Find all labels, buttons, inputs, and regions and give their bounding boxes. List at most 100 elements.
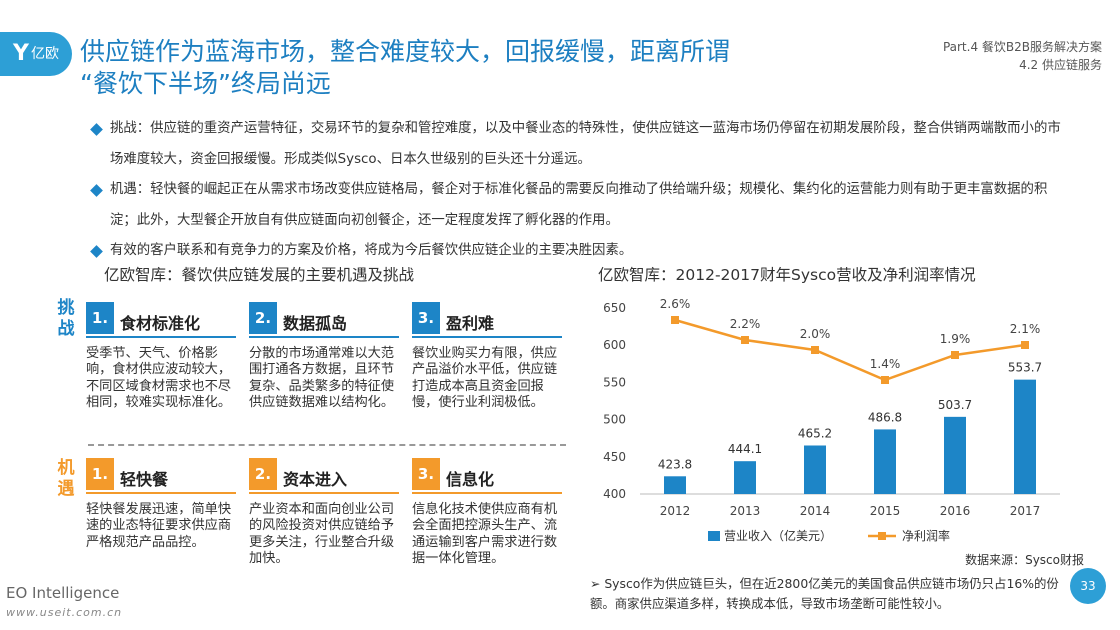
part-label: Part.4 餐饮B2B服务解决方案: [942, 40, 1102, 54]
bar-value-label: 465.2: [798, 426, 832, 440]
opportunity-label: 机遇: [57, 458, 75, 499]
bar-value-label: 486.8: [868, 410, 902, 424]
legend-swatch-bar: [708, 531, 720, 541]
bullet-text: 机遇：轻快餐的崛起正在从需求市场改变供应链格局，餐企对于标准化餐品的需要反向推动…: [110, 182, 1048, 228]
card-underline: [249, 492, 399, 494]
card-underline: [249, 336, 399, 338]
y-tick-label: 600: [603, 338, 626, 352]
logo-text: 亿欧: [30, 46, 59, 62]
margin-value-label: 2.0%: [800, 327, 831, 341]
card-body: 产业资本和面向创业公司的风险投资对供应链给予更多关注，行业整合升级加快。: [249, 502, 395, 567]
bar-value-label: 553.7: [1008, 361, 1042, 375]
bullet-item: 挑战：供应链的重资产运营特征，交易环节的复杂和管控难度，以及中餐业态的特殊性，使…: [90, 114, 1062, 175]
bar: [1014, 379, 1036, 494]
bar-value-label: 503.7: [938, 398, 972, 412]
opportunity-card: 1. 轻快餐 轻快餐发展迅速，简单快速的业态特征要求供应商严格规范产品品控。: [86, 458, 236, 551]
x-tick-label: 2017: [1010, 504, 1041, 518]
card-body: 餐饮业购买力有限，供应产品溢价水平低，供应链打造成本高且资金回报慢，使行业利润极…: [412, 346, 558, 411]
page-title-line1: 供应链作为蓝海市场，整合难度较大，回报缓慢，距离所谓: [80, 37, 731, 66]
margin-point: [1021, 341, 1029, 349]
challenge-card: 2. 数据孤岛 分散的市场通常难以大范围打通各方数据，且环节复杂、品类繁多的特征…: [249, 302, 399, 412]
card-number: 1.: [86, 458, 114, 490]
bullet-text: 挑战：供应链的重资产运营特征，交易环节的复杂和管控难度，以及中餐业态的特殊性，使…: [110, 121, 1061, 167]
bar: [734, 461, 756, 494]
challenge-label: 挑战: [57, 298, 75, 339]
footer-brand: EO Intelligence: [6, 584, 120, 602]
card-underline: [86, 492, 236, 494]
card-title: 资本进入: [283, 470, 348, 489]
section-divider: [88, 444, 566, 446]
margin-point: [881, 376, 889, 384]
y-tick-label: 550: [603, 375, 626, 389]
y-tick-label: 650: [603, 301, 626, 315]
card-number: 3.: [412, 458, 440, 490]
left-section-title: 亿欧智库：餐饮供应链发展的主要机遇及挑战: [104, 266, 415, 284]
bar: [804, 445, 826, 494]
y-tick-label: 450: [603, 450, 626, 464]
card-body: 分散的市场通常难以大范围打通各方数据，且环节复杂、品类繁多的特征使供应链数据难以…: [249, 346, 395, 411]
page-title-line2: “餐饮下半场”终局尚远: [80, 69, 331, 98]
challenge-card: 3. 盈利难 餐饮业购买力有限，供应产品溢价水平低，供应链打造成本高且资金回报慢…: [412, 302, 562, 412]
opportunity-card: 2. 资本进入 产业资本和面向创业公司的风险投资对供应链给予更多关注，行业整合升…: [249, 458, 399, 568]
card-body: 轻快餐发展迅速，简单快速的业态特征要求供应商严格规范产品品控。: [86, 502, 232, 550]
margin-value-label: 2.6%: [660, 297, 691, 311]
bullet-text: 有效的客户联系和有竞争力的方案及价格，将成为今后餐饮供应链企业的主要决胜因素。: [110, 243, 633, 258]
revenue-margin-chart: 650 600 550 500 450 400 423.8 444.1 465.2 486.8 50…: [603, 297, 1060, 543]
margin-value-label: 1.9%: [940, 332, 971, 346]
margin-point: [741, 336, 749, 344]
bullet-item: 机遇：轻快餐的崛起正在从需求市场改变供应链格局，餐企对于标准化餐品的需要反向推动…: [90, 175, 1062, 236]
page-title: 供应链作为蓝海市场，整合难度较大，回报缓慢，距离所谓 “餐饮下半场”终局尚远: [80, 36, 840, 100]
logo: Y 亿欧: [0, 32, 72, 76]
bar: [664, 476, 686, 494]
opportunity-card: 3. 信息化 信息化技术使供应商有机会全面把控源头生产、流通运输到客户需求进行数…: [412, 458, 562, 568]
chart-note: ➢ Sysco作为供应链巨头，但在近2800亿美元的美国食品供应链市场仍只占16…: [590, 576, 1059, 611]
bar-value-label: 444.1: [728, 442, 762, 456]
margin-point: [811, 346, 819, 354]
page-number: 33: [1070, 568, 1106, 604]
card-title: 食材标准化: [120, 314, 201, 333]
card-number: 3.: [412, 302, 440, 334]
diamond-bullet-icon: [90, 123, 103, 136]
card-title: 信息化: [446, 470, 495, 489]
chart-title: 亿欧智库：2012-2017财年Sysco营收及净利润率情况: [598, 266, 976, 284]
bar-value-label: 423.8: [658, 457, 692, 471]
card-title: 盈利难: [446, 314, 495, 333]
legend-label: 净利润率: [902, 528, 950, 543]
diamond-bullet-icon: [90, 184, 103, 197]
footer-url: www.useit.com.cn: [6, 606, 123, 619]
data-source: 数据来源：Sysco财报: [965, 553, 1084, 567]
margin-value-label: 2.2%: [730, 317, 761, 331]
card-title: 轻快餐: [120, 470, 169, 489]
card-underline: [86, 336, 236, 338]
challenge-card: 1. 食材标准化 受季节、天气、价格影响，食材供应波动较大，不同区域食材需求也不…: [86, 302, 236, 412]
margin-value-label: 1.4%: [870, 357, 901, 371]
legend-label: 营业收入（亿美元）: [724, 528, 832, 543]
x-tick-label: 2016: [940, 504, 971, 518]
card-number: 1.: [86, 302, 114, 334]
card-underline: [412, 492, 562, 494]
x-tick-label: 2012: [660, 504, 691, 518]
margin-point: [951, 351, 959, 359]
card-underline: [412, 336, 562, 338]
diamond-bullet-icon: [90, 245, 103, 258]
section-indicator: Part.4 餐饮B2B服务解决方案 4.2 供应链服务: [943, 38, 1102, 74]
margin-point: [671, 316, 679, 324]
margin-line: [674, 318, 1026, 382]
x-tick-label: 2013: [730, 504, 761, 518]
bullet-item: 有效的客户联系和有竞争力的方案及价格，将成为今后餐饮供应链企业的主要决胜因素。: [90, 236, 1062, 267]
y-tick-label: 500: [603, 413, 626, 427]
card-number: 2.: [249, 458, 277, 490]
x-tick-label: 2014: [800, 504, 831, 518]
bar: [874, 429, 896, 494]
card-body: 信息化技术使供应商有机会全面把控源头生产、流通运输到客户需求进行数据一体化管理。: [412, 502, 558, 567]
card-title: 数据孤岛: [283, 314, 348, 333]
card-number: 2.: [249, 302, 277, 334]
bar: [944, 416, 966, 494]
legend-swatch-point: [878, 532, 886, 540]
x-tick-label: 2015: [870, 504, 901, 518]
margin-value-label: 2.1%: [1010, 322, 1041, 336]
bullet-list: 挑战：供应链的重资产运营特征，交易环节的复杂和管控难度，以及中餐业态的特殊性，使…: [90, 114, 1062, 267]
subsection-label: 4.2 供应链服务: [1019, 58, 1102, 72]
card-body: 受季节、天气、价格影响，食材供应波动较大，不同区域食材需求也不尽相同，较难实现标…: [86, 346, 232, 411]
logo-mark-icon: Y: [13, 41, 29, 66]
